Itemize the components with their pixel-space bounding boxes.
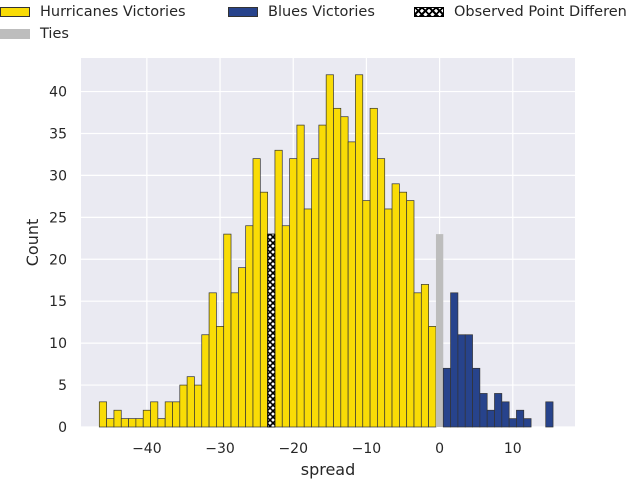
legend-item-blues: Blues Victories — [228, 4, 375, 20]
y-tick-label: 20 — [49, 252, 67, 268]
y-tick-labels: 0 5 10 15 20 25 30 35 40 — [49, 85, 67, 436]
x-tick-label: −40 — [132, 441, 162, 457]
bar-hurricanes — [142, 409, 151, 428]
bar-blues — [486, 409, 495, 428]
bar-blues — [464, 334, 473, 428]
bar-ties — [435, 234, 444, 427]
y-tick-label: 40 — [49, 85, 67, 101]
observed-point-marker — [267, 233, 276, 428]
bar-blues — [545, 401, 554, 428]
bar-hurricanes — [208, 292, 217, 428]
y-tick-label: 30 — [49, 168, 67, 184]
bar-hurricanes — [274, 149, 283, 428]
bar-hurricanes — [281, 225, 290, 428]
y-axis-label: Count — [23, 219, 42, 267]
bar-hurricanes — [399, 191, 408, 428]
bar-hurricanes — [135, 418, 144, 428]
bar-blues — [479, 393, 488, 428]
bar-blues — [494, 393, 503, 428]
y-tick-label: 15 — [49, 294, 67, 310]
legend-item-observed: Observed Point Differen — [414, 4, 627, 20]
bar-hurricanes — [303, 208, 312, 428]
bar-blues — [442, 367, 451, 428]
bar-hurricanes — [333, 107, 342, 428]
bar-hurricanes — [230, 292, 239, 428]
legend-label-blues: Blues Victories — [268, 4, 375, 20]
legend-item-hurricanes: Hurricanes Victories — [0, 4, 186, 20]
bars — [98, 74, 554, 428]
bar-hurricanes — [369, 107, 378, 428]
x-axis-label: spread — [301, 460, 356, 479]
bar-hurricanes — [252, 158, 261, 428]
bar-blues — [508, 418, 517, 428]
bar-hurricanes — [355, 74, 364, 428]
bar-hurricanes — [377, 158, 386, 428]
bar-blues — [523, 418, 532, 428]
legend-item-ties: Ties — [0, 26, 69, 42]
bar-hurricanes — [413, 292, 422, 428]
bar-hurricanes — [194, 384, 203, 428]
legend-swatch-observed — [414, 7, 444, 17]
bar-hurricanes — [340, 116, 349, 428]
bar-hurricanes — [164, 401, 173, 428]
bar-hurricanes — [391, 183, 400, 428]
bar-hurricanes — [120, 418, 129, 428]
legend-swatch-hurricanes — [0, 7, 30, 17]
bar-hurricanes — [259, 191, 268, 428]
bar-hurricanes — [223, 233, 232, 428]
bar-hurricanes — [106, 418, 115, 428]
bar-hurricanes — [362, 200, 371, 428]
legend-label-hurricanes: Hurricanes Victories — [40, 4, 186, 20]
x-tick-label: 0 — [435, 441, 444, 457]
bar-hurricanes — [296, 124, 305, 428]
x-tick-labels: −40 −30 −20 −10 0 10 — [132, 441, 522, 457]
bar-hurricanes — [311, 158, 320, 428]
bar-hurricanes — [157, 418, 166, 428]
legend-label-ties: Ties — [40, 26, 69, 42]
x-tick-label: −30 — [205, 441, 235, 457]
x-tick-label: 10 — [504, 441, 522, 457]
bar-hurricanes — [172, 401, 181, 428]
bar-hurricanes — [179, 384, 188, 428]
bar-hurricanes — [384, 208, 393, 428]
bar-hurricanes — [406, 200, 415, 428]
bar-hurricanes — [216, 326, 225, 428]
bar-hurricanes — [98, 401, 107, 428]
bar-hurricanes — [428, 326, 437, 428]
bar-blues — [516, 409, 525, 428]
bar-hurricanes — [128, 418, 137, 428]
bar-blues — [472, 367, 481, 428]
y-tick-label: 35 — [49, 126, 67, 142]
x-tick-label: −20 — [278, 441, 308, 457]
legend-label-observed: Observed Point Differen — [454, 4, 627, 20]
bar-hurricanes — [289, 158, 298, 428]
bar-hurricanes — [318, 124, 327, 428]
bar-blues — [501, 401, 510, 428]
bar-hurricanes — [201, 334, 210, 428]
y-tick-label: 5 — [58, 378, 67, 394]
legend-swatch-blues — [228, 7, 258, 17]
bar-blues — [450, 292, 459, 428]
bar-hurricanes — [237, 267, 247, 428]
bar-blues — [457, 334, 466, 428]
bar-hurricanes — [420, 284, 429, 428]
x-tick-label: −10 — [352, 441, 382, 457]
y-tick-label: 25 — [49, 210, 67, 226]
bar-hurricanes — [150, 401, 159, 428]
y-tick-label: 0 — [58, 420, 67, 436]
bar-hurricanes — [245, 225, 254, 428]
bar-hurricanes — [325, 74, 334, 428]
y-tick-label: 10 — [49, 336, 67, 352]
bar-hurricanes — [113, 409, 122, 428]
bar-hurricanes — [186, 376, 195, 428]
legend-swatch-ties — [0, 29, 30, 39]
bar-hurricanes — [347, 141, 356, 428]
observed-point-bar — [267, 233, 276, 428]
